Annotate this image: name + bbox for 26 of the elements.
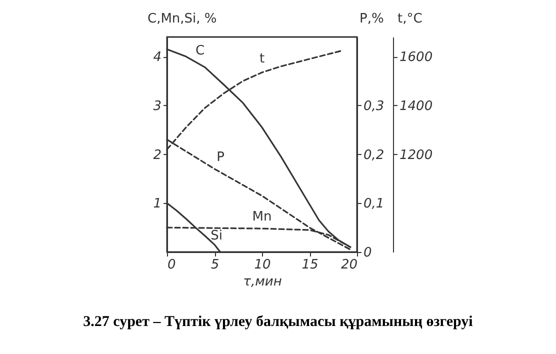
x-tick-label: 5: [210, 258, 220, 272]
x-tick-label: 0: [168, 258, 176, 272]
y3-axis-title: t,°C: [398, 12, 422, 26]
y2-tick-label: 0,3: [364, 98, 384, 114]
series-label: C: [195, 44, 205, 59]
y-tick-label: 3: [153, 98, 162, 114]
y2-axis-title: P,%: [360, 12, 384, 26]
y3-tick-label: 1200: [400, 148, 433, 163]
y2-tick-label: 0: [364, 246, 372, 260]
y-tick-label: 4: [153, 50, 162, 66]
x-axis-title: τ,мин: [243, 274, 282, 290]
y2-tick-label: 0,2: [364, 148, 384, 163]
text: 3.27 сурет – Түптік үрлеу балқымасы құрамының өзгеруі: [82, 314, 474, 331]
y-tick-label: 2: [153, 148, 162, 163]
x-tick-label: 10: [254, 258, 271, 272]
y3-tick-label: 1400: [400, 98, 433, 114]
series-label: t: [259, 51, 265, 66]
y-axis-title: C,Mn,Si, %: [148, 12, 217, 26]
x-tick-label: 15: [302, 258, 318, 272]
series-label: Mn: [252, 210, 272, 225]
y-tick-label: 1: [153, 196, 162, 212]
x-tick-label: 20: [340, 258, 358, 272]
y3-tick-label: 1600: [400, 50, 433, 66]
y2-tick-label: 0,1: [364, 196, 384, 212]
series-label: P: [216, 150, 225, 165]
series-label: Si: [210, 228, 222, 244]
